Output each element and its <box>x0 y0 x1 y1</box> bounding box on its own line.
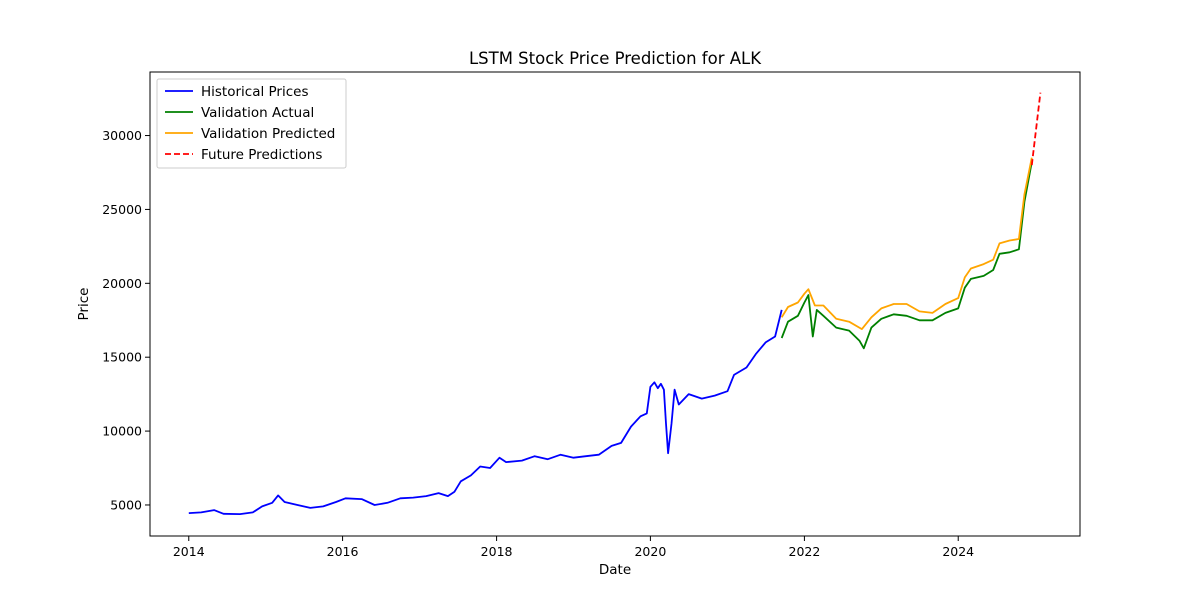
series-line-future-predictions <box>1030 92 1042 166</box>
series-line-validation-predicted <box>780 157 1033 330</box>
x-axis-ticks: 2014 2016 2018 2020 2022 2024 <box>173 536 974 559</box>
y-axis-label: Price <box>76 288 92 321</box>
legend-label-historical-prices: Historical Prices <box>201 84 309 100</box>
x-tick-label: 2014 <box>173 544 205 559</box>
series-layer <box>188 92 1042 515</box>
x-tick-label: 2016 <box>327 544 359 559</box>
x-tick-label: 2020 <box>634 544 666 559</box>
y-tick-label: 20000 <box>102 276 142 291</box>
y-tick-label: 30000 <box>102 128 142 143</box>
y-axis-ticks: 5000 10000 15000 20000 25000 30000 <box>102 128 150 512</box>
y-tick-label: 10000 <box>102 424 142 439</box>
y-tick-label: 15000 <box>102 350 142 365</box>
y-tick-label: 25000 <box>102 202 142 217</box>
legend: Historical Prices Validation Actual Valida… <box>156 78 347 169</box>
legend-label-validation-actual: Validation Actual <box>201 105 314 121</box>
x-tick-label: 2018 <box>481 544 513 559</box>
x-tick-label: 2024 <box>942 544 974 559</box>
x-axis-label: Date <box>599 562 631 578</box>
chart-title: LSTM Stock Price Prediction for ALK <box>469 49 762 68</box>
series-line-validation-actual <box>780 161 1033 350</box>
legend-label-future-predictions: Future Predictions <box>201 147 322 163</box>
x-tick-label: 2022 <box>789 544 821 559</box>
series-line-historical-prices <box>188 309 783 515</box>
legend-label-validation-predicted: Validation Predicted <box>201 126 335 142</box>
y-tick-label: 5000 <box>110 497 142 512</box>
legend-box <box>156 78 347 169</box>
plot-frame <box>149 71 1081 537</box>
